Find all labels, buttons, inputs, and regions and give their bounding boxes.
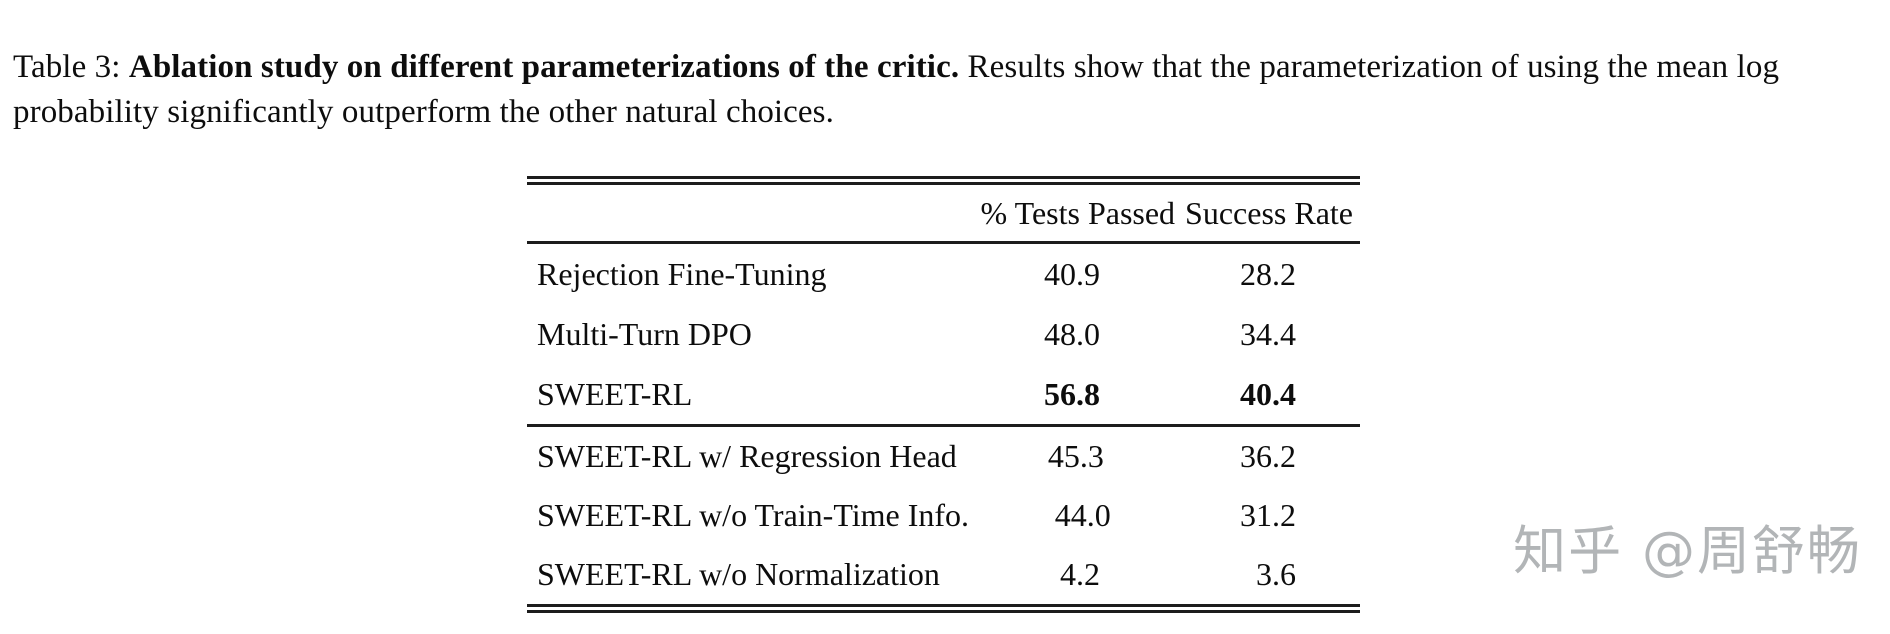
success-rate-value: 34.4 — [1240, 315, 1296, 352]
ablation-table: % Tests Passed Success Rate Rejection Fi… — [527, 176, 1360, 613]
table-row: SWEET-RL w/o Normalization 4.2 3.6 — [527, 545, 1360, 604]
success-rate-value: 40.4 — [1240, 375, 1296, 412]
column-header-success-rate: Success Rate — [1185, 194, 1353, 231]
table-caption: Table 3: Ablation study on different par… — [13, 45, 1879, 135]
row-label: SWEET-RL w/ Regression Head — [537, 438, 957, 474]
success-rate-value: 36.2 — [1240, 438, 1296, 474]
table-group-ablations: SWEET-RL w/ Regression Head 45.3 36.2 SW… — [527, 427, 1360, 604]
zhihu-watermark: 知乎 @周舒畅 — [1513, 521, 1862, 582]
table-mid-rule — [527, 424, 1360, 427]
table-row: Rejection Fine-Tuning 40.9 28.2 — [527, 244, 1360, 304]
table-row-sweet-rl: SWEET-RL 56.8 40.4 — [527, 364, 1360, 424]
success-rate-value: 31.2 — [1240, 497, 1296, 533]
caption-prefix: Table 3: — [13, 49, 129, 85]
success-rate-value: 3.6 — [1256, 556, 1296, 592]
tests-passed-value: 56.8 — [1044, 375, 1100, 412]
row-label: SWEET-RL — [537, 375, 693, 412]
tests-passed-value: 44.0 — [1054, 497, 1111, 533]
table-header-rule — [527, 241, 1360, 244]
caption-rest: Results show that the parameterization o… — [13, 49, 1780, 130]
table-bottom-double-rule — [527, 604, 1360, 613]
table-header-row: % Tests Passed Success Rate — [527, 185, 1360, 241]
tests-passed-value: 40.9 — [1044, 255, 1100, 292]
caption-bold-title: Ablation study on different parameteriza… — [128, 49, 960, 85]
table-group-baselines: Rejection Fine-Tuning 40.9 28.2 Multi-Tu… — [527, 244, 1360, 424]
row-label: SWEET-RL w/o Normalization — [537, 556, 940, 592]
table-row: Multi-Turn DPO 48.0 34.4 — [527, 304, 1360, 364]
table-row: SWEET-RL w/ Regression Head 45.3 36.2 — [527, 427, 1360, 486]
column-header-tests-passed: % Tests Passed — [980, 194, 1176, 231]
table-row: SWEET-RL w/o Train-Time Info. 44.0 31.2 — [527, 486, 1360, 545]
tests-passed-value: 45.3 — [1047, 438, 1104, 474]
tests-passed-value: 48.0 — [1044, 315, 1100, 352]
tests-passed-value: 4.2 — [1060, 556, 1100, 592]
table-top-double-rule — [527, 176, 1360, 185]
success-rate-value: 28.2 — [1240, 255, 1296, 292]
row-label: Multi-Turn DPO — [537, 315, 752, 352]
row-label: Rejection Fine-Tuning — [537, 255, 827, 292]
row-label: SWEET-RL w/o Train-Time Info. — [537, 497, 970, 533]
